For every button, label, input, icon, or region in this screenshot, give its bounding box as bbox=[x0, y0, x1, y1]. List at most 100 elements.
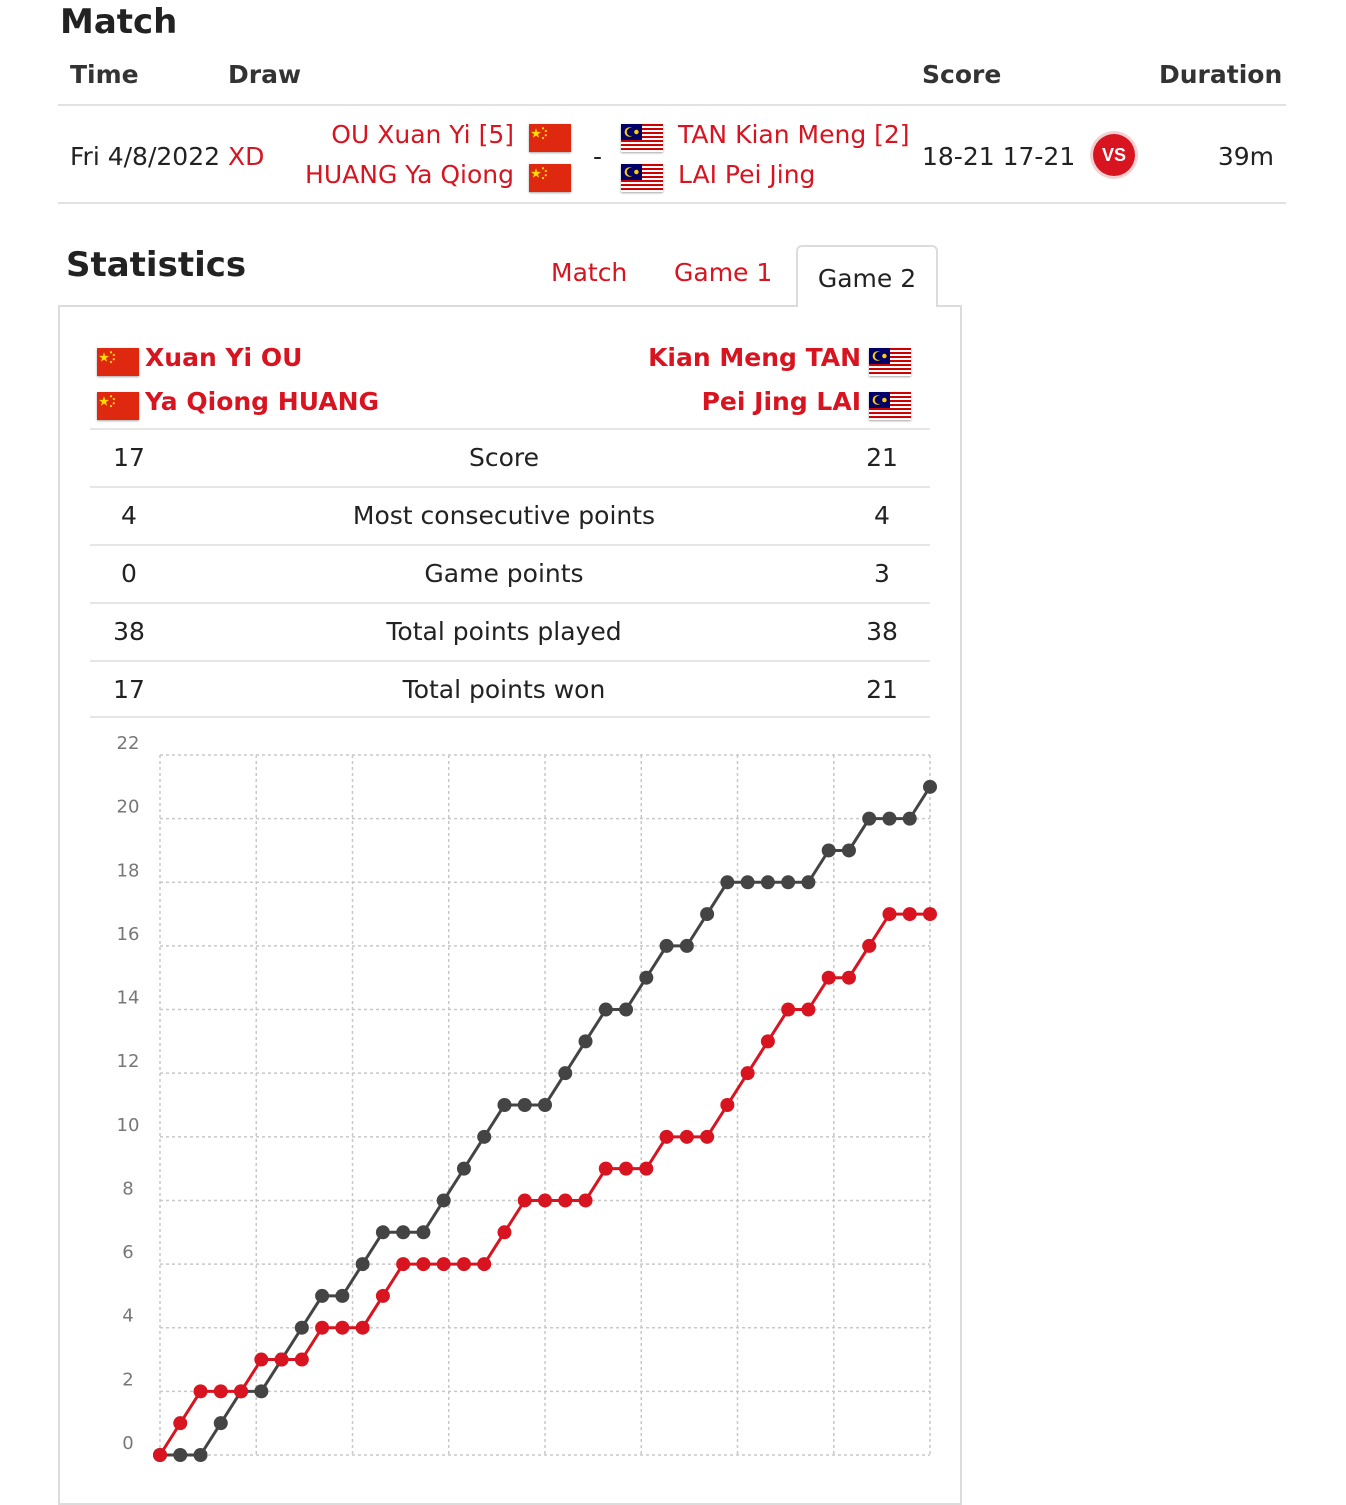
y-tick-label: 2 bbox=[122, 1369, 133, 1390]
event-link[interactable]: XD bbox=[228, 142, 265, 171]
data-point-series-2 bbox=[720, 875, 735, 890]
match-date: Fri 4/8/2022 bbox=[70, 142, 221, 171]
data-point-series-2 bbox=[821, 843, 836, 858]
data-point-series-1 bbox=[801, 1002, 816, 1017]
data-point-series-1 bbox=[153, 1448, 167, 1462]
data-point-series-1 bbox=[578, 1193, 593, 1208]
stats-team1-player1[interactable]: Xuan Yi OU bbox=[145, 343, 303, 372]
data-point-series-2 bbox=[497, 1098, 512, 1112]
data-point-series-2 bbox=[801, 875, 816, 890]
data-point-series-2 bbox=[679, 938, 694, 953]
china-flag-icon bbox=[529, 124, 571, 152]
data-point-series-1 bbox=[862, 938, 877, 953]
data-point-series-1 bbox=[720, 1098, 735, 1112]
data-point-series-1 bbox=[294, 1352, 309, 1367]
malaysia-flag-icon bbox=[869, 348, 911, 376]
data-point-series-1 bbox=[254, 1352, 269, 1367]
data-point-series-1 bbox=[477, 1257, 492, 1272]
team2-player2-link[interactable]: LAI Pei Jing bbox=[678, 160, 816, 189]
data-point-series-2 bbox=[598, 1002, 613, 1017]
stats-team1-player2[interactable]: Ya Qiong HUANG bbox=[145, 387, 380, 416]
stat-team1-value: 0 bbox=[121, 559, 137, 588]
data-point-series-2 bbox=[456, 1161, 471, 1176]
malaysia-flag-icon bbox=[621, 124, 663, 152]
data-point-series-2 bbox=[781, 875, 796, 890]
stat-team1-value: 17 bbox=[113, 675, 145, 704]
stat-row-points-played: 38 Total points played 38 bbox=[90, 602, 930, 660]
stat-label: Total points played bbox=[386, 617, 622, 646]
data-point-series-2 bbox=[760, 875, 775, 890]
data-point-series-1 bbox=[538, 1193, 552, 1208]
data-point-series-2 bbox=[355, 1257, 370, 1272]
data-point-series-1 bbox=[700, 1129, 715, 1144]
data-point-series-1 bbox=[902, 907, 917, 922]
score-progression-chart: 0 2 4 6 8 10 12 14 16 18 20 22 bbox=[117, 733, 937, 1462]
y-tick-label: 16 bbox=[117, 924, 140, 945]
data-point-series-1 bbox=[639, 1161, 654, 1176]
stat-team1-value: 17 bbox=[113, 443, 145, 472]
y-tick-label: 6 bbox=[122, 1242, 133, 1263]
data-point-series-1 bbox=[760, 1034, 775, 1049]
y-tick-label: 0 bbox=[122, 1433, 133, 1454]
data-point-series-2 bbox=[882, 811, 897, 826]
data-point-series-1 bbox=[315, 1320, 330, 1335]
data-point-series-2 bbox=[841, 843, 856, 858]
stats-team2-player2[interactable]: Pei Jing LAI bbox=[701, 387, 861, 416]
y-tick-label: 14 bbox=[117, 988, 140, 1009]
draw-column-header: Draw bbox=[228, 60, 302, 89]
vs-icon[interactable]: VS bbox=[1093, 134, 1135, 176]
data-point-series-1 bbox=[497, 1225, 512, 1240]
statistics-heading: Statistics bbox=[66, 245, 247, 285]
y-tick-label: 4 bbox=[122, 1306, 133, 1327]
stat-team2-value: 3 bbox=[874, 559, 890, 588]
data-point-series-1 bbox=[274, 1352, 289, 1367]
tab-game-2[interactable]: Game 2 bbox=[796, 245, 938, 307]
data-point-series-2 bbox=[923, 779, 937, 794]
y-tick-label: 18 bbox=[117, 860, 140, 881]
stat-row-consecutive: 4 Most consecutive points 4 bbox=[90, 486, 930, 544]
data-point-series-2 bbox=[517, 1098, 532, 1112]
data-point-series-1 bbox=[679, 1129, 694, 1144]
data-point-series-2 bbox=[659, 938, 674, 953]
row-divider bbox=[58, 202, 1286, 204]
data-point-series-1 bbox=[517, 1193, 532, 1208]
data-point-series-1 bbox=[456, 1257, 471, 1272]
tab-match[interactable]: Match bbox=[551, 258, 628, 287]
data-point-series-1 bbox=[740, 1066, 755, 1081]
stats-team2-player1[interactable]: Kian Meng TAN bbox=[648, 343, 861, 372]
data-point-series-1 bbox=[396, 1257, 411, 1272]
data-point-series-1 bbox=[619, 1161, 634, 1176]
team-separator: - bbox=[593, 142, 603, 171]
data-point-series-1 bbox=[234, 1384, 249, 1399]
y-tick-label: 8 bbox=[122, 1178, 133, 1199]
header-divider bbox=[58, 104, 1286, 106]
data-point-series-2 bbox=[173, 1448, 188, 1462]
y-tick-label: 20 bbox=[117, 797, 140, 818]
data-point-series-2 bbox=[558, 1066, 573, 1081]
data-point-series-2 bbox=[477, 1129, 492, 1144]
data-point-series-2 bbox=[700, 907, 715, 922]
team1-player2-link[interactable]: HUANG Ya Qiong bbox=[305, 160, 514, 189]
stat-row-score: 17 Score 21 bbox=[90, 428, 930, 486]
data-point-series-1 bbox=[781, 1002, 796, 1017]
match-row[interactable]: Fri 4/8/2022 XD OU Xuan Yi [5] HUANG Ya … bbox=[0, 106, 1346, 202]
stat-label: Game points bbox=[424, 559, 584, 588]
data-point-series-2 bbox=[315, 1288, 330, 1303]
data-point-series-1 bbox=[213, 1384, 228, 1399]
data-point-series-1 bbox=[598, 1161, 613, 1176]
data-point-series-2 bbox=[639, 970, 654, 985]
data-point-series-2 bbox=[740, 875, 755, 890]
data-point-series-1 bbox=[558, 1193, 573, 1208]
team2-player1-link[interactable]: TAN Kian Meng [2] bbox=[678, 120, 910, 149]
data-point-series-2 bbox=[538, 1098, 552, 1112]
china-flag-icon bbox=[97, 348, 139, 376]
team1-player1-link[interactable]: OU Xuan Yi [5] bbox=[331, 120, 514, 149]
data-point-series-2 bbox=[254, 1384, 269, 1399]
china-flag-icon bbox=[97, 392, 139, 420]
stat-team2-value: 21 bbox=[866, 675, 898, 704]
score-column-header: Score bbox=[922, 60, 1002, 89]
data-point-series-2 bbox=[619, 1002, 634, 1017]
match-heading: Match bbox=[60, 2, 178, 42]
tab-game-1[interactable]: Game 1 bbox=[674, 258, 773, 287]
stat-label: Score bbox=[468, 443, 540, 472]
